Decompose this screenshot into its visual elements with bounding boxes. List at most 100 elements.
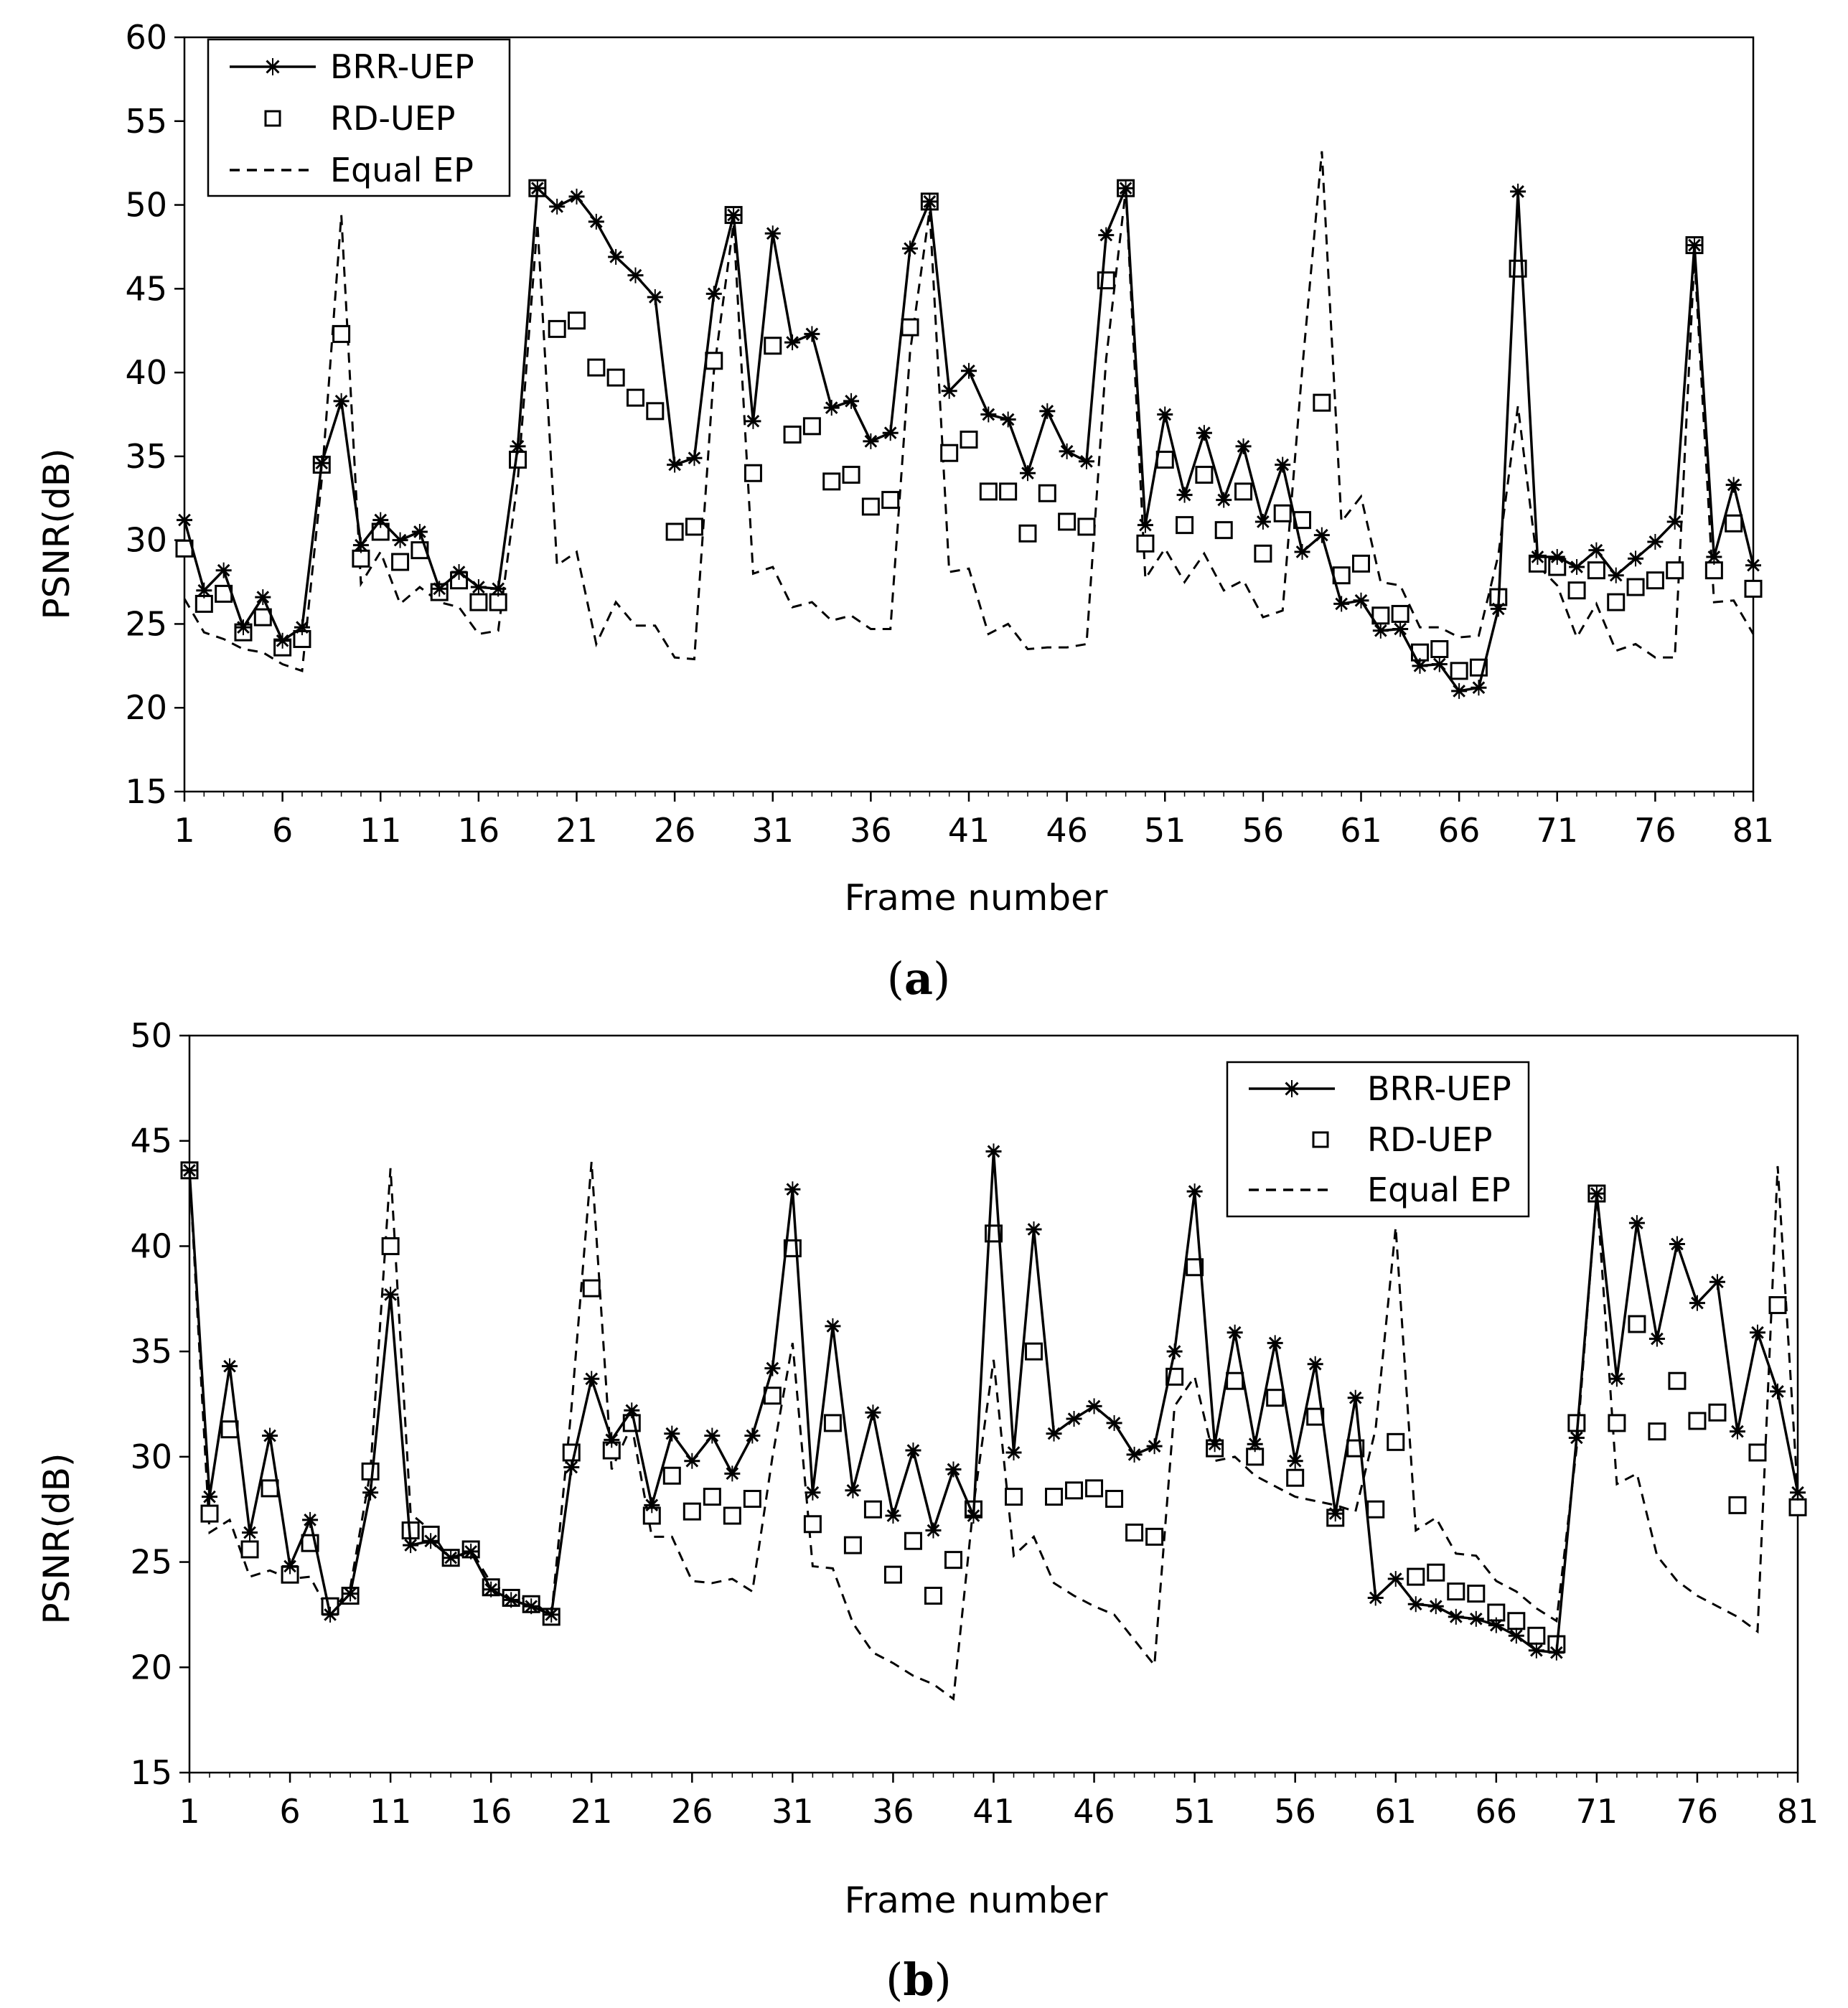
point-brr-uep-a-40 bbox=[941, 383, 957, 399]
point-brr-uep-a-53 bbox=[1196, 425, 1212, 441]
point-brr-uep-b-80 bbox=[1769, 1383, 1786, 1399]
point-brr-uep-b-63 bbox=[1427, 1598, 1444, 1615]
point-rd-uep-a-25 bbox=[646, 402, 665, 421]
point-rd-uep-b-60 bbox=[1366, 1500, 1385, 1519]
y-tick-label-a-20: 20 bbox=[125, 688, 167, 727]
point-brr-uep-a-78 bbox=[1687, 237, 1703, 253]
point-brr-uep-a-34 bbox=[823, 400, 840, 416]
point-brr-uep-a-46 bbox=[1059, 443, 1075, 459]
point-brr-uep-b-30 bbox=[764, 1360, 781, 1376]
point-brr-uep-b-65 bbox=[1468, 1610, 1484, 1627]
point-brr-uep-b-49 bbox=[1146, 1438, 1163, 1455]
point-rd-uep-b-37 bbox=[904, 1531, 922, 1550]
point-rd-uep-b-21 bbox=[582, 1279, 601, 1298]
point-brr-uep-b-20 bbox=[563, 1459, 580, 1475]
point-brr-uep-b-18 bbox=[523, 1598, 540, 1615]
point-brr-uep-b-22 bbox=[604, 1432, 620, 1448]
point-brr-uep-b-13 bbox=[423, 1533, 439, 1549]
point-brr-uep-a-43 bbox=[1000, 411, 1016, 428]
y-tick-label-a-35: 35 bbox=[125, 437, 167, 476]
point-brr-uep-b-42 bbox=[1005, 1444, 1022, 1460]
point-brr-uep-a-32 bbox=[784, 334, 801, 351]
point-brr-uep-b-55 bbox=[1267, 1335, 1283, 1351]
legend-label-rd-uep-a: RD-UEP bbox=[330, 99, 455, 138]
point-brr-uep-a-47 bbox=[1078, 453, 1094, 469]
y-tick-label-b-20: 20 bbox=[130, 1648, 172, 1686]
point-rd-uep-b-56 bbox=[1286, 1468, 1305, 1487]
point-brr-uep-a-39 bbox=[921, 193, 938, 210]
point-brr-uep-a-77 bbox=[1666, 513, 1683, 530]
point-brr-uep-a-61 bbox=[1353, 592, 1369, 609]
point-rd-uep-b-46 bbox=[1085, 1479, 1104, 1498]
x-tick-label-b-61: 61 bbox=[1374, 1792, 1417, 1831]
point-rd-uep-b-48 bbox=[1125, 1523, 1144, 1542]
x-tick-label-a-1: 1 bbox=[174, 811, 194, 850]
point-brr-uep-a-56 bbox=[1254, 513, 1271, 530]
series-line-equal-ep-b bbox=[188, 1161, 1799, 1702]
point-rd-uep-a-22 bbox=[587, 358, 606, 377]
point-brr-uep-a-70 bbox=[1529, 549, 1546, 566]
point-rd-uep-a-61 bbox=[1352, 554, 1370, 573]
legend-marker-brr-uep-b bbox=[1283, 1080, 1300, 1097]
point-rd-uep-a-77 bbox=[1666, 561, 1684, 580]
y-tick-label-b-50: 50 bbox=[130, 1016, 172, 1055]
point-rd-uep-a-32 bbox=[783, 426, 802, 444]
point-rd-uep-b-64 bbox=[1447, 1582, 1465, 1601]
point-rd-uep-b-25 bbox=[662, 1466, 681, 1485]
point-brr-uep-a-65 bbox=[1431, 656, 1448, 672]
point-rd-uep-b-72 bbox=[1608, 1414, 1626, 1432]
legend-star-glyph bbox=[264, 58, 281, 75]
point-brr-uep-b-50 bbox=[1166, 1343, 1183, 1360]
point-brr-uep-a-28 bbox=[705, 286, 722, 302]
point-brr-uep-a-80 bbox=[1725, 477, 1742, 493]
point-rd-uep-b-33 bbox=[823, 1414, 842, 1432]
y-tick-labels-a: 15 20 25 30 35 40 45 50 55 60 bbox=[125, 18, 167, 811]
x-tick-label-a-6: 6 bbox=[272, 811, 293, 850]
x-tick-label-a-21: 21 bbox=[555, 811, 598, 850]
point-rd-uep-b-65 bbox=[1467, 1585, 1486, 1603]
x-tick-label-a-56: 56 bbox=[1242, 811, 1285, 850]
caption-b-letter: b bbox=[903, 1953, 934, 2006]
point-brr-uep-a-27 bbox=[686, 450, 703, 466]
y-tick-label-a-40: 40 bbox=[125, 353, 167, 392]
point-rd-uep-a-34 bbox=[822, 472, 841, 491]
point-brr-uep-b-70 bbox=[1568, 1430, 1585, 1446]
point-brr-uep-a-35 bbox=[843, 393, 860, 409]
point-rd-uep-a-75 bbox=[1626, 578, 1645, 596]
point-rd-uep-b-51 bbox=[1186, 1258, 1204, 1277]
y-tick-label-a-50: 50 bbox=[125, 186, 167, 225]
point-brr-uep-a-19 bbox=[529, 180, 545, 197]
point-brr-uep-b-4 bbox=[242, 1524, 258, 1541]
legend-label-rd-uep-b: RD-UEP bbox=[1367, 1120, 1492, 1159]
point-brr-uep-a-68 bbox=[1490, 601, 1506, 617]
x-tick-label-b-46: 46 bbox=[1073, 1792, 1115, 1831]
point-rd-uep-b-35 bbox=[863, 1500, 882, 1519]
point-brr-uep-a-55 bbox=[1235, 438, 1252, 454]
point-brr-uep-a-38 bbox=[902, 240, 919, 257]
point-brr-uep-a-10 bbox=[352, 537, 369, 553]
point-brr-uep-b-15 bbox=[463, 1543, 479, 1559]
point-rd-uep-a-21 bbox=[568, 311, 586, 330]
point-brr-uep-b-81 bbox=[1790, 1484, 1806, 1501]
point-rd-uep-b-44 bbox=[1045, 1488, 1064, 1506]
caption-b-close: ) bbox=[934, 1953, 952, 2006]
x-tick-labels-b: 1 6 11 16 21 26 31 36 41 46 51 56 61 66 71 76 81 bbox=[179, 1792, 1819, 1831]
x-axis-title-b: Frame number bbox=[845, 1880, 1108, 1921]
point-rd-uep-a-76 bbox=[1646, 571, 1664, 590]
point-brr-uep-a-73 bbox=[1588, 542, 1605, 558]
y-tick-label-b-30: 30 bbox=[130, 1437, 172, 1476]
point-rd-uep-a-26 bbox=[665, 522, 684, 541]
point-brr-uep-b-23 bbox=[624, 1402, 640, 1419]
point-brr-uep-b-43 bbox=[1026, 1221, 1042, 1237]
point-rd-uep-b-11 bbox=[381, 1237, 400, 1255]
point-brr-uep-a-63 bbox=[1392, 621, 1409, 637]
point-brr-uep-b-60 bbox=[1367, 1590, 1384, 1606]
point-brr-uep-a-22 bbox=[588, 213, 604, 230]
point-rd-uep-b-63 bbox=[1427, 1563, 1445, 1582]
point-brr-uep-b-57 bbox=[1307, 1356, 1323, 1372]
point-rd-uep-a-43 bbox=[999, 482, 1018, 501]
point-rd-uep-b-76 bbox=[1688, 1412, 1707, 1430]
point-brr-uep-a-81 bbox=[1745, 557, 1761, 573]
point-rd-uep-a-44 bbox=[1018, 524, 1037, 543]
series-b bbox=[180, 1143, 1807, 1702]
